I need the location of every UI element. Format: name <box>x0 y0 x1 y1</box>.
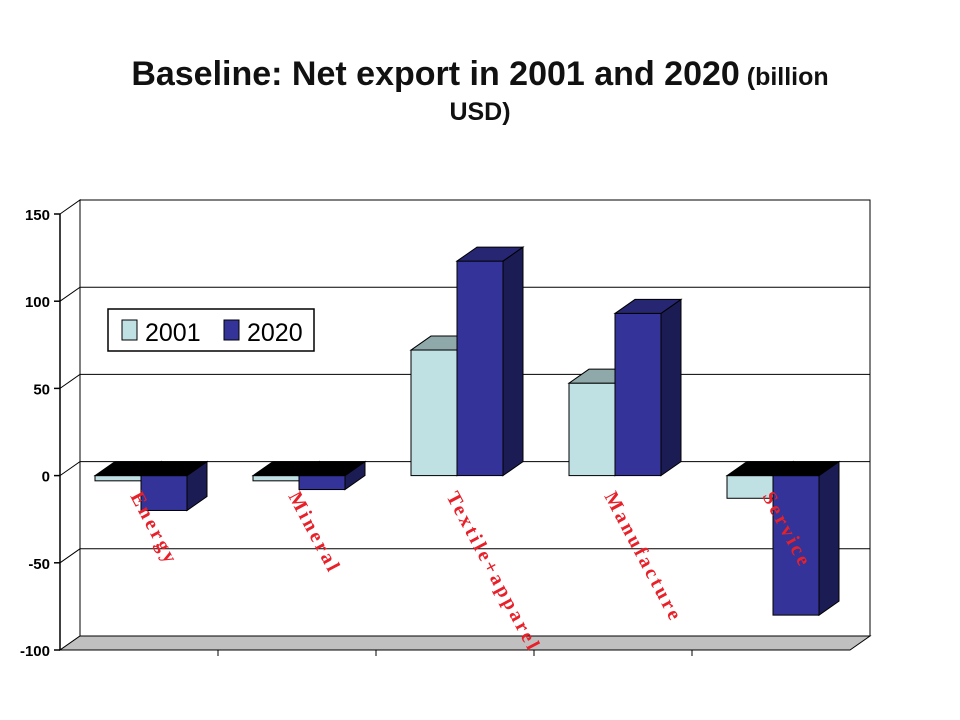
bar-front <box>614 312 662 477</box>
bar-front <box>94 475 142 482</box>
legend-box <box>107 308 315 352</box>
y-tick-label: 100 <box>25 294 50 311</box>
y-tick-label: 150 <box>25 207 50 224</box>
legend: 2001 2020 <box>107 308 315 352</box>
y-tick-label: 50 <box>33 381 50 398</box>
bar-2020-textile-apparel <box>455 246 525 477</box>
chart-title-unit-line2: USD) <box>449 98 511 127</box>
gridline <box>59 286 870 302</box>
legend-label: 2020 <box>247 319 303 347</box>
bar-top <box>455 246 525 262</box>
bar-top <box>771 461 841 477</box>
bar-2020-mineral <box>297 460 367 491</box>
bar-side <box>502 246 524 477</box>
chart-title-main: Baseline: Net export in 2001 and 2020 <box>131 55 740 93</box>
bar-2020-energy <box>139 460 209 512</box>
plot-floor <box>58 635 872 651</box>
bar-side <box>818 460 840 617</box>
bar-top <box>139 461 209 477</box>
bar-front <box>410 349 458 477</box>
legend-swatch <box>223 319 240 341</box>
y-tick-label: -50 <box>28 556 50 573</box>
bar-top <box>613 298 683 314</box>
chart-title-unit: (billion <box>739 63 829 91</box>
bar-front <box>568 382 616 477</box>
y-tick-label: -100 <box>20 643 50 660</box>
y-tick-label: 0 <box>42 469 50 486</box>
bar-front <box>252 475 300 482</box>
bar-top <box>297 461 367 477</box>
legend-swatch <box>121 319 138 341</box>
bar-side <box>660 298 682 477</box>
bar-2020-service <box>771 460 841 617</box>
bar-2020-manufacture <box>613 298 683 477</box>
gridline <box>59 548 870 564</box>
legend-label: 2001 <box>145 319 201 347</box>
chart-title: Baseline: Net export in 2001 and 2020 (b… <box>0 52 960 129</box>
bar-front <box>298 475 346 491</box>
bar-front <box>456 260 504 477</box>
plot-side-wall <box>59 199 81 651</box>
